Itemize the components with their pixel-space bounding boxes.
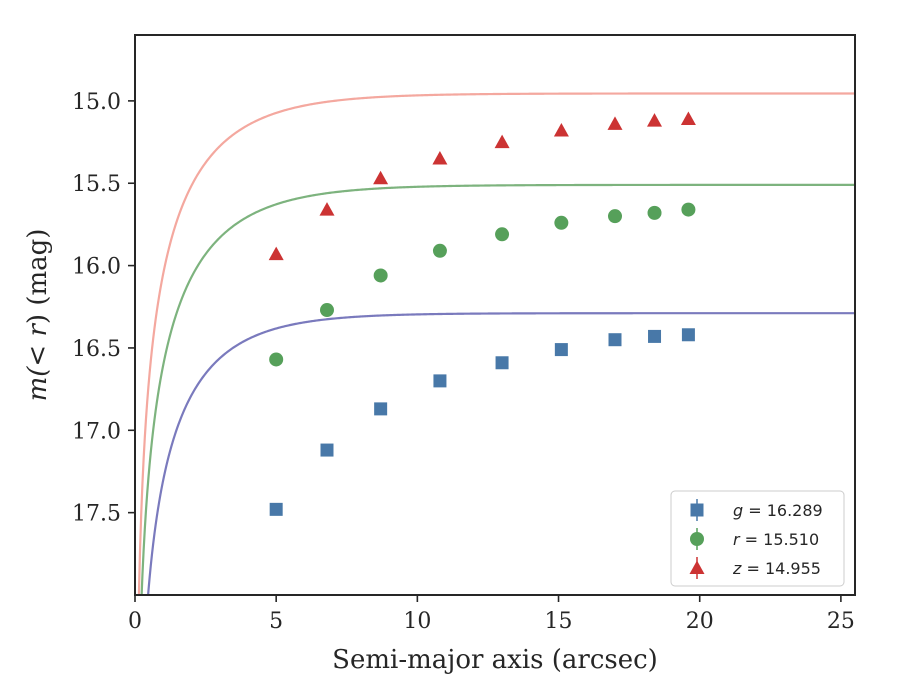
axes: 0 5 10 15 20 25 15.0 15.5 16.0 16.5 17.0 17.5: [72, 34, 856, 634]
legend-var-z: z: [732, 559, 742, 578]
point-g-7: [648, 329, 662, 343]
point-g-2: [374, 402, 388, 416]
point-g-8: [681, 328, 695, 342]
x-tick-label-0: 0: [128, 609, 142, 634]
legend-var-r: r: [733, 530, 741, 549]
point-g-1: [320, 443, 334, 457]
legend-marker-z: [689, 560, 705, 574]
y-tick-label-5: 17.5: [72, 502, 121, 527]
x-tick-label-5: 25: [827, 609, 855, 634]
point-g-6: [608, 333, 622, 347]
point-r-1: [320, 303, 334, 318]
point-z-3: [432, 151, 448, 165]
y-axis-label-math-inner: < r: [23, 323, 53, 367]
point-z-1: [319, 202, 335, 216]
legend-label-r: r = 15.510: [733, 530, 819, 549]
legend-marker-g: [690, 503, 704, 517]
point-z-7: [647, 113, 662, 127]
point-z-8: [680, 111, 696, 125]
point-g-0: [269, 502, 283, 516]
x-tick-label-3: 15: [545, 609, 573, 634]
x-tick-label-1: 5: [269, 609, 283, 634]
plot-frame: [134, 34, 856, 596]
point-g-5: [554, 343, 568, 357]
x-tick-label-4: 20: [686, 609, 714, 634]
y-tick-label-3: 16.5: [72, 337, 121, 362]
legend-var-g: g: [733, 501, 743, 520]
point-r-7: [647, 205, 662, 220]
y-tick-label-0: 15.0: [72, 90, 121, 115]
legend-value-z: = 14.955: [741, 559, 821, 578]
point-r-2: [373, 268, 388, 283]
y-axis-label-math: m(: [23, 366, 53, 402]
legend-label-g: g = 16.289: [733, 501, 823, 520]
fit-curve-r: [140, 183, 855, 595]
y-axis-label-unit: ) (mag): [23, 229, 53, 325]
data-points: [268, 111, 696, 516]
point-r-3: [432, 243, 447, 258]
legend-value-g: = 16.289: [743, 501, 823, 520]
fit-curves: [137, 92, 855, 595]
legend-value-r: = 15.510: [740, 530, 820, 549]
point-r-6: [608, 209, 622, 224]
fit-curve-g: [146, 312, 855, 595]
point-r-4: [495, 227, 510, 242]
legend-marker-r: [690, 532, 704, 546]
point-g-3: [433, 374, 447, 388]
fit-curve-z: [137, 92, 855, 595]
y-tick-label-4: 17.0: [72, 419, 121, 444]
x-tick-label-2: 10: [403, 609, 431, 634]
point-z-0: [268, 246, 284, 261]
point-r-5: [554, 215, 569, 230]
point-r-0: [269, 352, 284, 367]
point-g-4: [495, 356, 509, 370]
point-z-5: [553, 123, 569, 137]
x-axis-label: Semi-major axis (arcsec): [332, 645, 658, 675]
y-axis-label: m(< r) (mag): [23, 229, 53, 402]
y-tick-label-1: 15.5: [72, 172, 121, 197]
point-z-6: [607, 116, 623, 130]
point-z-4: [494, 134, 510, 149]
legend-box: [670, 490, 845, 587]
y-tick-label-2: 16.0: [72, 255, 121, 280]
point-z-2: [373, 170, 389, 185]
legend-label-z: z = 14.955: [732, 559, 821, 578]
point-r-8: [681, 202, 696, 217]
